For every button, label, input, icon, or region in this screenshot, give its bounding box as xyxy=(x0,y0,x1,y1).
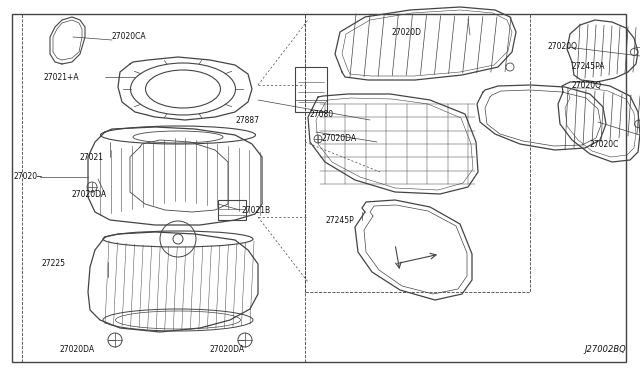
Text: 27020DA: 27020DA xyxy=(60,346,95,355)
Text: 27021B: 27021B xyxy=(242,205,271,215)
Text: 27020C: 27020C xyxy=(590,140,620,148)
Text: 27020Q: 27020Q xyxy=(572,80,602,90)
Text: 27020Q: 27020Q xyxy=(548,42,578,51)
Text: 27887: 27887 xyxy=(235,115,259,125)
Text: 27245P: 27245P xyxy=(325,215,354,224)
Bar xyxy=(218,200,246,220)
Text: 27020CA: 27020CA xyxy=(112,32,147,41)
Text: 27021: 27021 xyxy=(80,153,104,161)
Text: 27020D: 27020D xyxy=(392,28,422,36)
Text: 27080: 27080 xyxy=(310,109,334,119)
Text: 27021+A: 27021+A xyxy=(44,73,79,81)
Text: 27020─: 27020─ xyxy=(14,171,43,180)
Text: 27020DA: 27020DA xyxy=(72,189,107,199)
Text: 27245PA: 27245PA xyxy=(572,61,605,71)
Text: J27002BQ: J27002BQ xyxy=(584,345,626,354)
Bar xyxy=(295,67,327,112)
Text: 27020DA: 27020DA xyxy=(322,134,357,142)
Text: 27020DA: 27020DA xyxy=(210,346,245,355)
Text: 27225: 27225 xyxy=(42,260,66,269)
